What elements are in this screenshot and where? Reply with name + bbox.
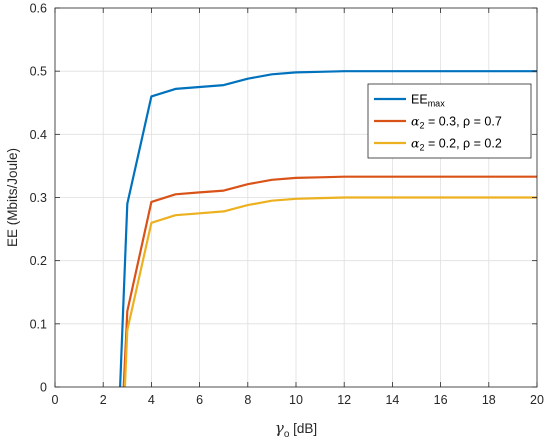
y-tick-label: 0.1: [30, 317, 47, 331]
x-tick-label: 4: [148, 393, 155, 407]
series-line-3: [123, 196, 537, 388]
y-tick-label: 0.3: [30, 191, 47, 205]
x-tick-label: 10: [289, 393, 303, 407]
x-tick-label: 16: [434, 393, 448, 407]
legend-label: α2 = 0.3, ρ = 0.7: [411, 114, 502, 131]
x-tick-label: 14: [385, 393, 399, 407]
x-axis-title-unit: [dB]: [289, 421, 317, 436]
x-axis-title: γo [dB]: [275, 419, 317, 440]
x-tick-label: 18: [482, 393, 496, 407]
x-tick-label: 0: [52, 393, 59, 407]
y-tick-label: 0.5: [30, 65, 47, 79]
x-tick-label: 8: [244, 393, 251, 407]
y-tick-label: 0.2: [30, 254, 47, 268]
y-tick-labels: 0 0.1 0.2 0.3 0.4 0.5 0.6: [30, 2, 47, 395]
x-tick-label: 20: [530, 393, 544, 407]
x-tick-label: 12: [337, 393, 351, 407]
x-tick-label: 2: [100, 393, 107, 407]
x-axis-title-subscript: o: [284, 429, 290, 440]
x-tick-label: 6: [196, 393, 203, 407]
x-axis-title-symbol: γ: [275, 419, 284, 437]
y-tick-label: 0.4: [30, 128, 47, 142]
series-line-1: [119, 70, 537, 388]
legend-label: α2 = 0.2, ρ = 0.2: [411, 136, 502, 153]
axis-ticks: [54, 7, 538, 388]
y-tick-label: 0.6: [30, 2, 47, 16]
legend: EEmax α2 = 0.3, ρ = 0.7 α2 = 0.2, ρ = 0.2: [367, 83, 532, 159]
series-layer: [119, 70, 537, 388]
y-tick-label: 0: [40, 381, 47, 395]
y-axis-title: EE (Mbits/Joule): [5, 148, 20, 247]
series-line-2: [122, 175, 537, 388]
x-tick-labels: 0 2 4 6 8 10 12 14 16 18 20: [52, 393, 544, 407]
legend-items: EEmax α2 = 0.3, ρ = 0.7 α2 = 0.2, ρ = 0.2: [374, 93, 502, 153]
legend-label: EEmax: [411, 93, 445, 109]
